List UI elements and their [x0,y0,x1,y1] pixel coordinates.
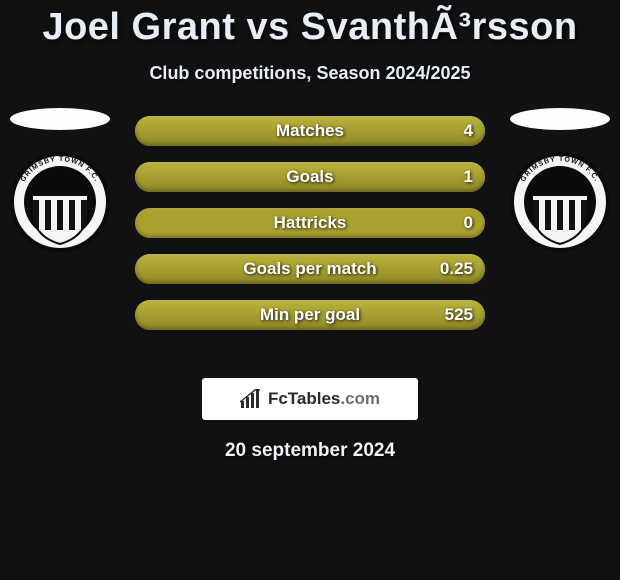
club-crest-left: GRIMSBY TOWN F.C. [10,152,110,252]
subtitle: Club competitions, Season 2024/2025 [0,63,620,84]
stat-row: Goals 1 [135,162,485,192]
stat-bars: Matches 4 Goals 1 Hattricks 0 Goals per match 0… [135,116,485,330]
stat-row: Hattricks 0 [135,208,485,238]
player-left-column: GRIMSBY TOWN F.C. [10,108,110,252]
brand-name: FcTables [268,389,340,408]
stat-value-right: 4 [464,121,473,141]
page-title: Joel Grant vs SvanthÃ³rsson [0,0,620,49]
stat-label: Hattricks [274,213,347,233]
player-right-column: GRIMSBY TOWN F.C. [510,108,610,252]
stat-label: Goals per match [243,259,376,279]
bar-chart-icon [240,389,262,409]
stat-label: Min per goal [260,305,360,325]
brand-badge: FcTables.com [202,378,418,420]
stat-row: Matches 4 [135,116,485,146]
club-crest-right: GRIMSBY TOWN F.C. [510,152,610,252]
avatar-placeholder-right [510,108,610,130]
stat-value-right: 525 [445,305,473,325]
brand-text: FcTables.com [268,389,380,409]
footer-date: 20 september 2024 [0,440,620,462]
stat-row: Min per goal 525 [135,300,485,330]
stat-label: Matches [276,121,344,141]
avatar-placeholder-left [10,108,110,130]
brand-suffix: .com [340,389,380,408]
stat-label: Goals [286,167,333,187]
stat-value-right: 0 [464,213,473,233]
comparison-panel: GRIMSBY TOWN F.C. GRIMSBY TOWN F.C. Matc… [0,108,620,368]
stat-value-right: 1 [464,167,473,187]
stat-value-right: 0.25 [440,259,473,279]
stat-row: Goals per match 0.25 [135,254,485,284]
